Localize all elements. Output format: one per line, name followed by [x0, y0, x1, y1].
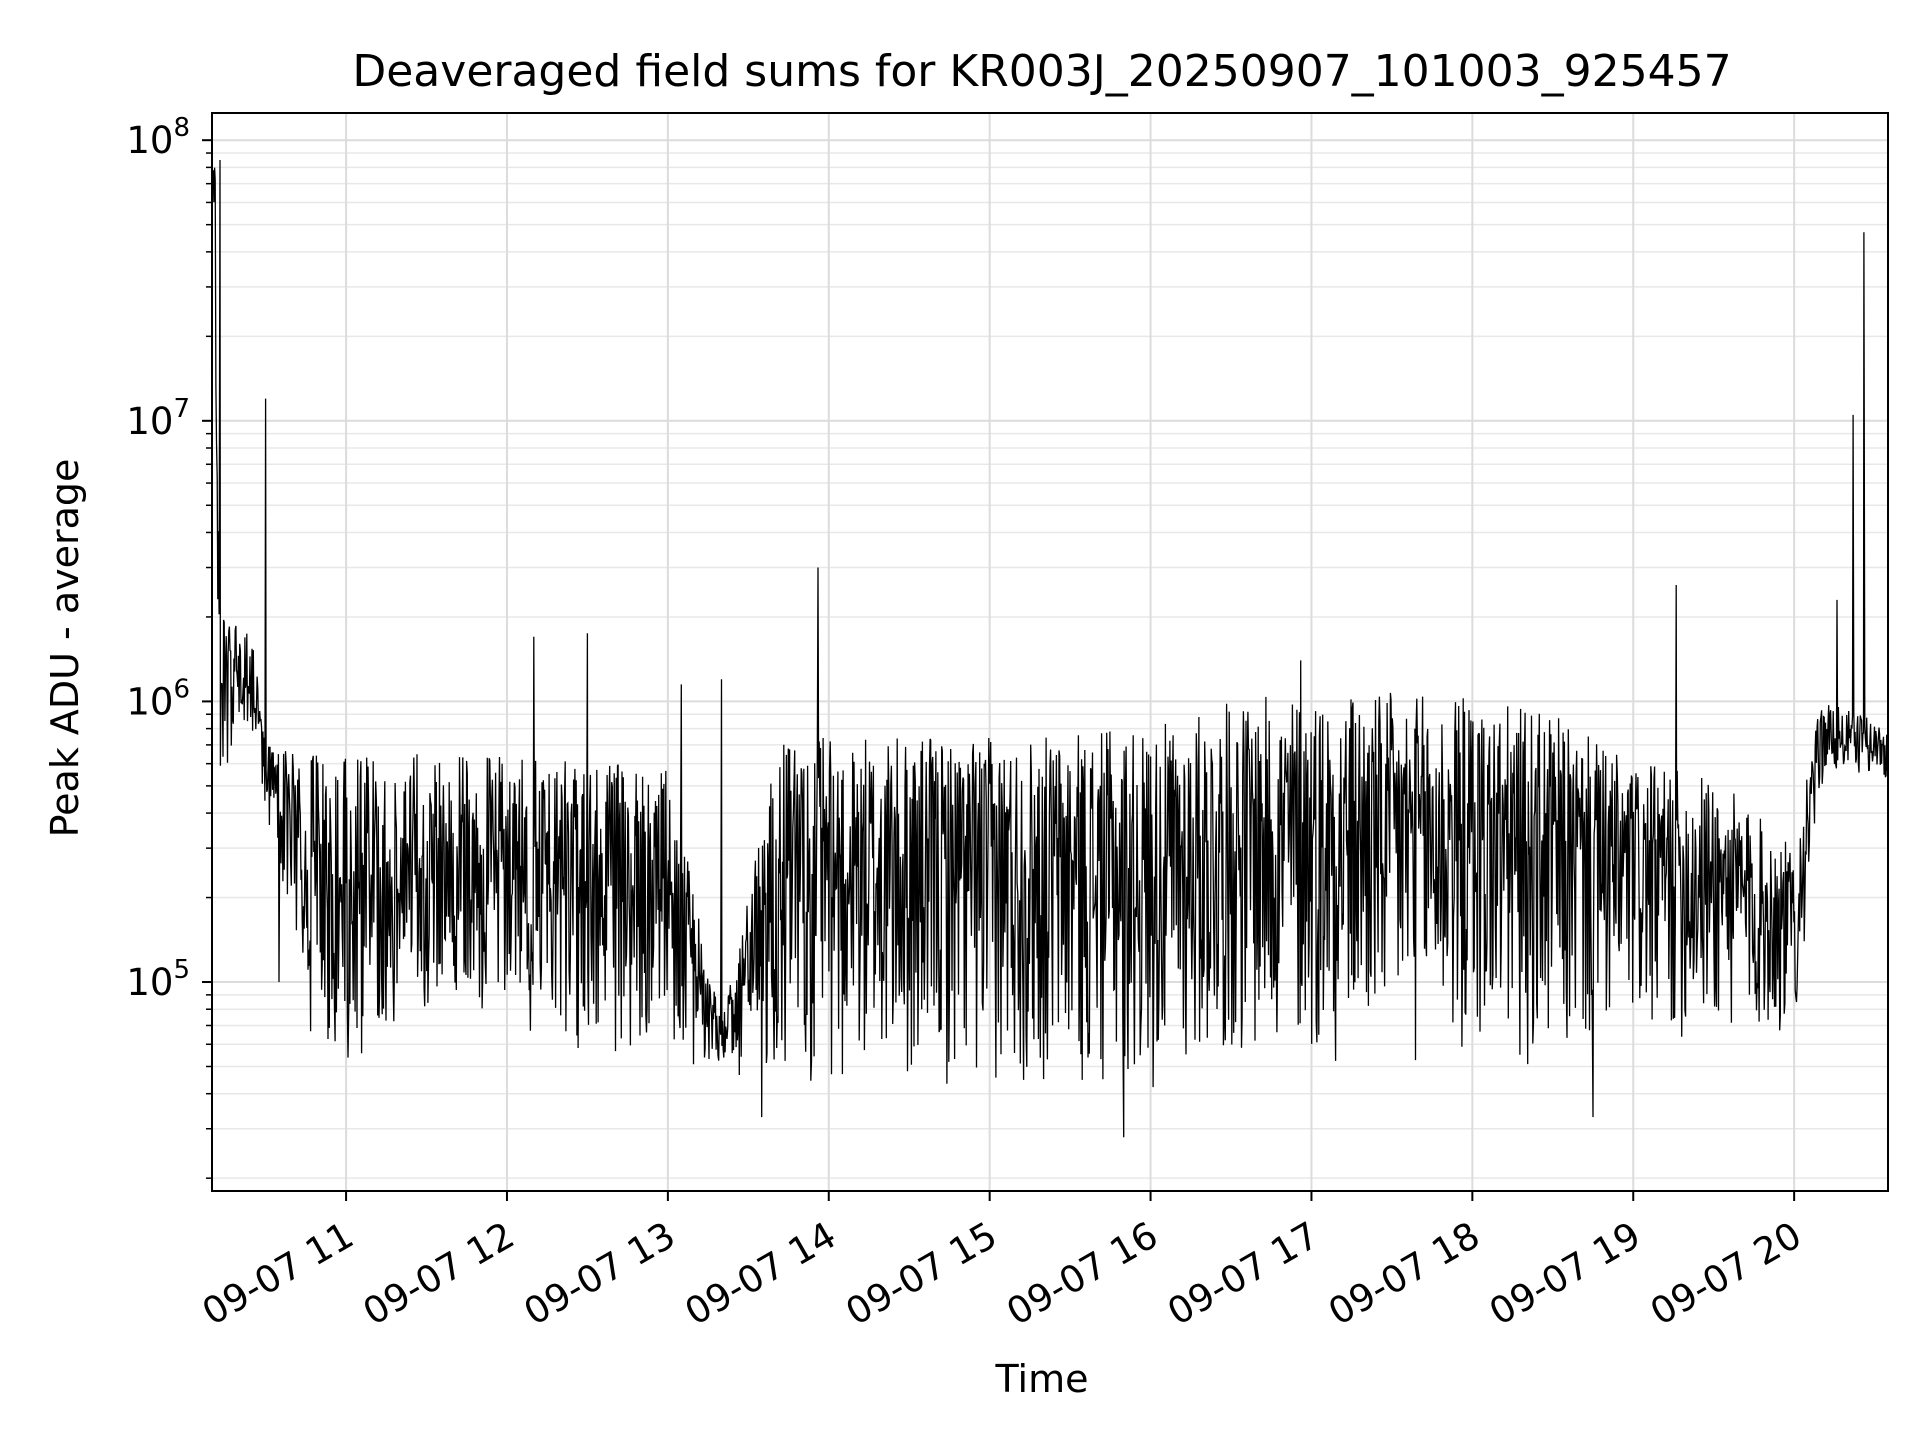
series-line — [212, 159, 1888, 1138]
plot-area — [212, 159, 1888, 1138]
y-tick-label: 107 — [126, 394, 190, 443]
plot-frame — [211, 112, 1889, 1192]
y-axis-label: Peak ADU - average — [43, 459, 87, 838]
x-axis-label: Time — [995, 1357, 1089, 1401]
y-tick-label: 108 — [126, 113, 190, 162]
y-tick-label: 105 — [126, 955, 190, 1004]
chart-title: Deaveraged field sums for KR003J_2025090… — [352, 46, 1731, 97]
y-tick-label: 106 — [126, 674, 190, 723]
